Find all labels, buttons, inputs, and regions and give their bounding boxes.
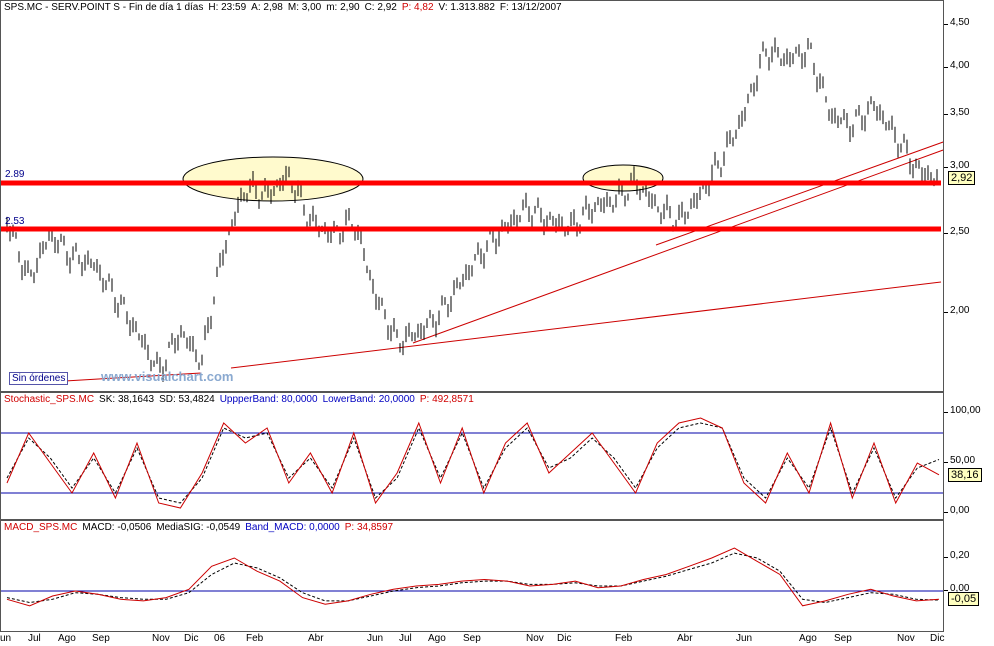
highlight-ellipse — [182, 156, 364, 202]
axis-tick-label: 100,00 — [950, 405, 981, 416]
axis-tick-mark — [944, 114, 948, 115]
price-field: M: 3,00 — [287, 2, 322, 13]
stochastic-current-value: 38,16 — [948, 468, 982, 482]
stoch-field: UppperBand: 80,0000 — [219, 394, 318, 405]
price-header: SPS.MC - SERV.POINT S - Fin de día 1 día… — [4, 2, 567, 13]
price-field: H: 23:59 — [208, 2, 247, 13]
trend-line — [230, 281, 942, 369]
axis-tick-label: 0,00 — [950, 505, 970, 516]
stochastic-axis[interactable]: 38,16 100,00 50,00 0,00 — [944, 392, 994, 520]
axis-tick-mark — [944, 512, 948, 513]
x-tick-label: Abr — [308, 633, 324, 644]
stochastic-sk-line — [6, 417, 940, 509]
x-tick-label: Jul — [399, 633, 412, 644]
stochastic-panel[interactable]: Stochastic_SPS.MC SK: 38,1643 SD: 53,4824 U… — [0, 392, 944, 520]
order-status-badge[interactable]: Sin órdenes — [9, 372, 69, 385]
axis-tick-mark — [944, 24, 948, 25]
axis-tick-label: 4,00 — [950, 60, 970, 71]
price-chart — [1, 37, 943, 384]
x-tick-label: Sep — [463, 633, 481, 644]
axis-tick-label: 4,50 — [950, 17, 970, 28]
x-tick-label: 06 — [214, 633, 226, 644]
lower-level-label: 2.53 — [5, 216, 25, 227]
macd-field: MACD: -0,0506 — [82, 522, 152, 533]
price-field: V: 1.313.882 — [438, 2, 495, 13]
x-tick-label: Dic — [557, 633, 572, 644]
x-tick-label: Dic — [930, 633, 945, 644]
stoch-field: P: 492,8571 — [419, 394, 474, 405]
macd-field: MediaSIG: -0,0549 — [156, 522, 241, 533]
price-field: C: 2,92 — [364, 2, 397, 13]
x-tick-label: Dic — [184, 633, 199, 644]
macd-panel[interactable]: MACD_SPS.MC MACD: -0,0506 MediaSIG: -0,054… — [0, 520, 944, 632]
macd-chart — [1, 547, 943, 607]
axis-tick-label: 2,00 — [950, 305, 970, 316]
axis-tick-mark — [944, 312, 948, 313]
macd-signal-line — [6, 552, 940, 604]
price-panel[interactable]: SPS.MC - SERV.POINT S - Fin de día 1 día… — [0, 0, 944, 392]
x-tick-label: Feb — [246, 633, 264, 644]
axis-tick-label: 50,00 — [950, 455, 976, 466]
stochastic-chart — [1, 417, 943, 509]
macd-field: Band_MACD: 0,0000 — [245, 522, 340, 533]
x-tick-label: Nov — [152, 633, 170, 644]
upper-level-label: 2.89 — [5, 169, 25, 180]
macd-line — [6, 547, 940, 607]
watermark: www.visualchart.com — [101, 369, 234, 384]
x-tick-label: Abr — [677, 633, 693, 644]
x-tick-label: Ago — [799, 633, 817, 644]
time-axis[interactable]: un Jul Ago Sep Nov Dic 06 Feb Abr Jun Jul Ago Sep Nov… — [0, 632, 944, 646]
x-tick-label: Nov — [897, 633, 915, 644]
axis-tick-label: 3,50 — [950, 107, 970, 118]
stoch-field: Stochastic_SPS.MC — [4, 394, 95, 405]
axis-tick-mark — [944, 167, 948, 168]
macd-field: MACD_SPS.MC — [4, 522, 78, 533]
stochastic-header: Stochastic_SPS.MC SK: 38,1643 SD: 53,4824 U… — [4, 394, 479, 405]
x-tick-label: Ago — [428, 633, 446, 644]
x-tick-label: Jul — [28, 633, 41, 644]
x-tick-label: Sep — [92, 633, 110, 644]
price-field: F: 13/12/2007 — [499, 2, 562, 13]
axis-tick-label: 0,20 — [950, 550, 970, 561]
axis-tick-mark — [944, 557, 948, 558]
stochastic-sd-line — [6, 422, 940, 504]
highlight-ellipse — [582, 164, 664, 192]
axis-tick-mark — [944, 67, 948, 68]
price-current-value: 2,92 — [948, 171, 976, 185]
macd-axis[interactable]: -0,05 0,20 0,00 — [944, 520, 994, 632]
axis-tick-label: 3,00 — [950, 160, 970, 171]
x-tick-label: Nov — [526, 633, 544, 644]
price-field: P: 4,82 — [401, 2, 434, 13]
price-axis[interactable]: 2,92 4,50 4,00 3,50 3,00 2,50 2,00 — [944, 0, 994, 392]
axis-tick-mark — [944, 412, 948, 413]
x-tick-label: Jun — [736, 633, 753, 644]
axis-tick-mark — [944, 233, 948, 234]
price-field: SPS.MC - SERV.POINT S - Fin de día 1 día… — [4, 2, 204, 13]
x-tick-label: Feb — [615, 633, 633, 644]
macd-current-value: -0,05 — [948, 592, 980, 606]
x-tick-label: un — [0, 633, 12, 644]
price-field: m: 2,90 — [326, 2, 360, 13]
x-tick-label: Ago — [58, 633, 76, 644]
x-tick-label: Jun — [367, 633, 384, 644]
axis-tick-mark — [944, 462, 948, 463]
axis-tick-label: 0,00 — [950, 583, 970, 594]
price-field: A: 2,98 — [251, 2, 283, 13]
axis-tick-label: 2,50 — [950, 226, 970, 237]
stoch-field: SK: 38,1643 — [99, 394, 155, 405]
axis-tick-mark — [944, 590, 948, 591]
x-tick-label: Sep — [834, 633, 852, 644]
macd-field: P: 34,8597 — [344, 522, 394, 533]
stoch-field: LowerBand: 20,0000 — [322, 394, 415, 405]
macd-header: MACD_SPS.MC MACD: -0,0506 MediaSIG: -0,054… — [4, 522, 398, 533]
stoch-field: SD: 53,4824 — [159, 394, 215, 405]
